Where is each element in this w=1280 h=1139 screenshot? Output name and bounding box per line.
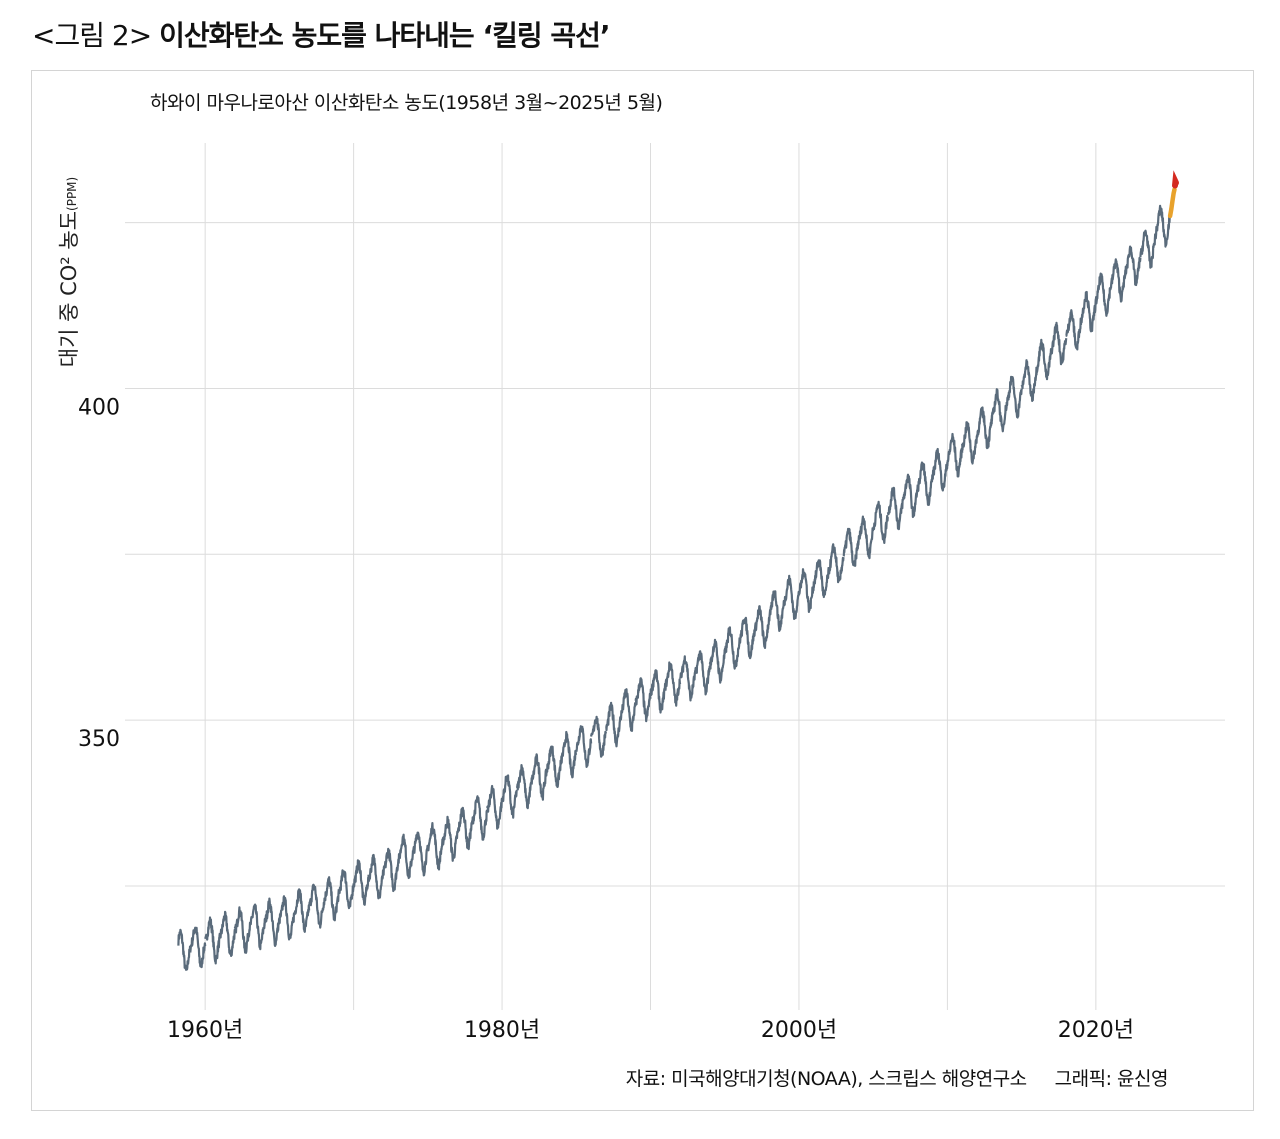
series-line-year-1971	[367, 853, 385, 900]
series-line-year-2021	[1109, 258, 1127, 303]
series-line-year-1991	[664, 661, 682, 707]
series-line-year-1998	[768, 590, 786, 632]
series-line-year-2015	[1020, 359, 1038, 402]
series-line-year-1982	[530, 753, 548, 801]
series-line-year-2005	[872, 500, 889, 544]
series-line-year-2003	[842, 527, 860, 567]
series-line-year-2024	[1154, 204, 1172, 248]
series-line-year-1964	[263, 897, 281, 947]
series-line-year-1967	[308, 883, 325, 929]
series-line-year-2002	[827, 543, 845, 584]
series-line-year-1974	[411, 831, 429, 877]
series-line-year-1977	[456, 806, 474, 851]
series-line-year-1980	[501, 774, 518, 819]
series-line-year-1958	[177, 928, 192, 971]
series-line-year-1963	[248, 903, 266, 951]
series-line-year-2010	[946, 432, 964, 478]
series-line-year-2013	[990, 388, 1008, 433]
series-line-year-1983	[545, 745, 563, 788]
series-line-year-2007	[901, 473, 919, 519]
series-line-year-1987	[605, 701, 622, 748]
x-tick-label: 1980년	[464, 1018, 540, 1043]
series-line-year-1959	[189, 926, 207, 969]
series-line-year-1986	[590, 715, 608, 758]
series-line-year-2004	[857, 515, 875, 560]
series-line-year-2011	[961, 421, 979, 465]
figure-heading: 이산화탄소 농도를 나타내는 ‘킬링 곡선’	[159, 19, 610, 52]
y-tick-label: 400	[78, 395, 120, 420]
series-line-year-1999	[783, 574, 801, 620]
series-line-year-2017	[1050, 321, 1068, 366]
series-line-year-2023	[1139, 229, 1157, 269]
series-line-year-1960	[204, 916, 222, 965]
series-line-year-1978	[471, 795, 489, 841]
series-line-year-1979	[486, 784, 504, 830]
series-line-year-1981	[515, 764, 533, 810]
series-line-year-1965	[278, 895, 296, 941]
series-line-year-2001	[812, 559, 830, 599]
series-line-year-1968	[322, 876, 340, 922]
y-tick-label: 350	[78, 727, 120, 752]
series-line-year-1973	[397, 833, 415, 880]
series-line-year-1995	[723, 626, 741, 670]
series-line-year-2020	[1094, 272, 1112, 317]
highlight-line-recent	[1167, 187, 1177, 219]
x-tick-label: 2020년	[1058, 1018, 1134, 1043]
series-line-year-1962	[233, 906, 251, 954]
series-line-year-2012	[976, 406, 993, 450]
series-line-year-1993	[693, 650, 711, 696]
series-line-year-2009	[931, 447, 949, 492]
series-line-year-1985	[575, 725, 593, 768]
chart-title: 하와이 마우나로아산 이산화탄소 농도(1958년 3월~2025년 5월)	[150, 92, 663, 114]
series-line-year-2006	[886, 486, 904, 531]
series-line-year-1992	[679, 655, 697, 702]
series-line-year-2008	[916, 461, 934, 506]
series-line-year-1997	[753, 605, 771, 649]
series-line-year-1961	[218, 910, 236, 957]
series-line-year-2019	[1079, 290, 1097, 333]
series-line-year-1972	[382, 847, 400, 893]
source-note: 자료: 미국해양대기청(NOAA), 스크립스 해양연구소	[625, 1068, 1027, 1090]
figure-number: <그림 2>	[32, 19, 152, 52]
series-line-year-2022	[1124, 245, 1142, 287]
series-line-year-1970	[352, 859, 370, 906]
chart-footer: 자료: 미국해양대기청(NOAA), 스크립스 해양연구소 그래픽: 윤신영	[625, 1064, 1169, 1091]
series-line-year-1990	[649, 669, 667, 714]
figure-title: <그림 2> 이산화탄소 농도를 나타내는 ‘킬링 곡선’	[32, 14, 611, 54]
highlight-line-latest	[1172, 170, 1179, 189]
series-line-year-2014	[1005, 375, 1023, 419]
x-tick-label: 2000년	[761, 1018, 837, 1043]
series-line-year-2016	[1035, 338, 1053, 381]
x-tick-label: 1960년	[167, 1018, 243, 1043]
series-line-year-1988	[619, 688, 637, 732]
series-line-year-2000	[797, 568, 815, 613]
chart-frame	[31, 70, 1254, 1111]
series-line-year-1966	[293, 888, 311, 933]
series-line-year-1976	[441, 815, 459, 862]
series-line-year-1984	[560, 730, 578, 779]
series-line-year-1994	[708, 638, 726, 684]
series-line-year-1996	[738, 616, 756, 660]
credit-note: 그래픽: 윤신영	[1054, 1068, 1169, 1090]
series-line-year-2018	[1065, 309, 1083, 351]
series-line-year-1975	[426, 822, 444, 871]
series-line-year-1989	[634, 677, 652, 723]
series-line-year-1969	[337, 869, 355, 910]
